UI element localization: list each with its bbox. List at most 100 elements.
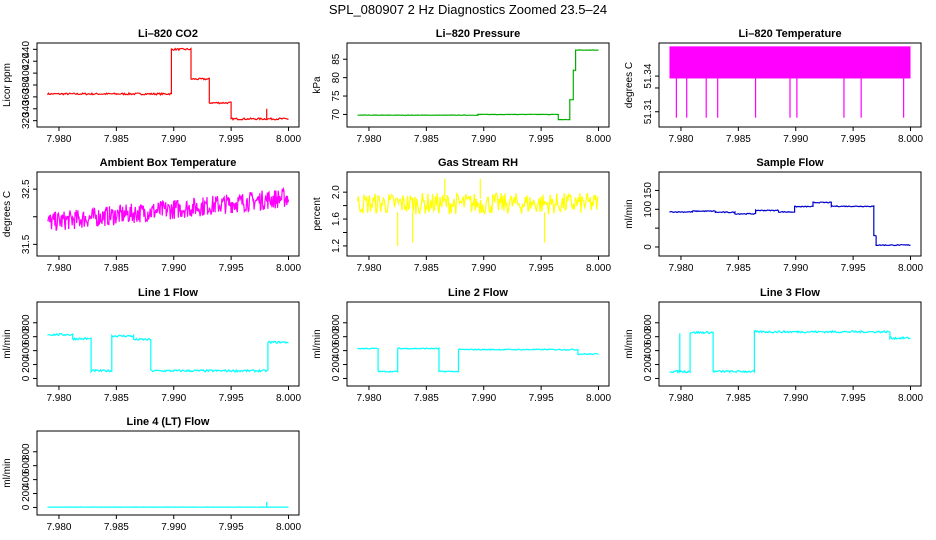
series-line [357, 346, 599, 373]
x-tick-label: 7.990 [783, 134, 808, 145]
chart-title: Li–820 Pressure [436, 28, 520, 40]
y-tick-label: 400 [643, 342, 654, 359]
x-tick-label: 8.000 [898, 393, 923, 404]
y-tick-label: 200 [643, 356, 654, 373]
y-axis-label: Licor ppm [2, 63, 13, 107]
x-tick-label: 7.980 [356, 263, 381, 274]
y-tick-label: 0 [331, 375, 342, 381]
x-tick-label: 7.995 [529, 393, 554, 404]
x-tick-label: 8.000 [586, 134, 611, 145]
y-tick-label: 85 [331, 53, 342, 65]
x-tick-label: 8.000 [898, 263, 923, 274]
y-tick-label: 80 [331, 72, 342, 84]
chart-panel-1: Li–820 CO2 Licor ppm 320340360380400420440… [2, 28, 301, 145]
y-tick-label: 32.5 [21, 179, 32, 199]
chart-title: Li–820 Temperature [738, 28, 841, 40]
y-tick-label: 100 [643, 201, 654, 218]
x-tick-label: 7.980 [668, 134, 693, 145]
y-tick-label: 360 [21, 88, 32, 105]
figure-title: SPL_080907 2 Hz Diagnostics Zoomed 23.5–… [328, 2, 608, 17]
y-tick-label: 380 [21, 76, 32, 93]
y-tick-label: 70 [331, 108, 342, 120]
x-tick-label: 7.980 [46, 522, 71, 533]
series-line [669, 329, 911, 374]
x-tick-label: 7.995 [841, 393, 866, 404]
x-tick-label: 7.995 [841, 134, 866, 145]
x-tick-label: 7.985 [414, 134, 439, 145]
x-tick-label: 7.985 [414, 263, 439, 274]
y-tick-label: 600 [331, 328, 342, 345]
y-tick-label: 200 [21, 485, 32, 502]
x-tick-label: 7.985 [104, 393, 129, 404]
y-tick-label: 1.6 [331, 212, 342, 226]
y-axis-label: percent [312, 197, 323, 231]
y-axis-label: ml/min [2, 458, 13, 487]
chart-title: Li–820 CO2 [138, 28, 198, 40]
x-tick-label: 7.985 [726, 263, 751, 274]
y-tick-label: 0 [643, 375, 654, 381]
y-tick-label: 400 [331, 342, 342, 359]
series-line [47, 332, 289, 374]
x-tick-label: 8.000 [898, 134, 923, 145]
x-tick-label: 7.995 [219, 134, 244, 145]
chart-panel-2: Li–820 Pressure kPa 70 75 80 85 7.980 7.985 7.99… [312, 28, 611, 145]
x-tick-label: 7.995 [529, 263, 554, 274]
series-line [46, 47, 289, 121]
series-line [356, 191, 600, 215]
x-tick-label: 7.980 [46, 393, 71, 404]
y-tick-label: 150 [643, 182, 654, 199]
x-tick-label: 7.985 [104, 522, 129, 533]
x-tick-label: 7.980 [356, 134, 381, 145]
x-tick-label: 7.980 [668, 393, 693, 404]
x-tick-label: 7.990 [783, 393, 808, 404]
chart-panel-5: Gas Stream RH percent 1.2 1.6 2.0 7.980 7.985 7… [312, 157, 611, 274]
y-tick-label: 800 [643, 314, 654, 331]
x-tick-label: 7.980 [46, 134, 71, 145]
y-tick-label: 400 [21, 342, 32, 359]
x-tick-label: 7.985 [414, 393, 439, 404]
y-axis-label: ml/min [624, 329, 635, 358]
data-band [669, 46, 911, 79]
x-tick-label: 7.990 [471, 134, 496, 145]
plot-frame [36, 171, 300, 257]
chart-title: Ambient Box Temperature [100, 157, 237, 169]
y-tick-label: 51.34 [643, 63, 654, 88]
x-tick-label: 7.990 [161, 134, 186, 145]
plot-frame [658, 301, 922, 387]
x-tick-label: 7.985 [104, 263, 129, 274]
y-axis-label: ml/min [2, 329, 13, 358]
plot-frame [658, 42, 922, 128]
chart-panel-6: Sample Flow ml/min 0 100 150 7.980 7.985 7.990 7… [624, 157, 923, 274]
x-tick-label: 7.980 [46, 263, 71, 274]
plot-frame [36, 42, 300, 128]
x-tick-label: 7.980 [668, 263, 693, 274]
x-tick-label: 8.000 [586, 263, 611, 274]
y-tick-label: 600 [21, 457, 32, 474]
y-tick-label: 400 [21, 64, 32, 81]
x-tick-label: 7.990 [471, 263, 496, 274]
x-tick-label: 8.000 [276, 134, 301, 145]
x-tick-label: 7.990 [161, 522, 186, 533]
y-tick-label: 200 [331, 356, 342, 373]
y-tick-label: 31.5 [21, 234, 32, 254]
x-tick-label: 7.985 [104, 134, 129, 145]
chart-panel-4: Ambient Box Temperature degrees C 31.5 32.5… [2, 157, 301, 274]
y-tick-label: 1.2 [331, 239, 342, 253]
plot-frame [36, 430, 300, 516]
x-tick-label: 7.990 [161, 393, 186, 404]
y-tick-label: 800 [21, 443, 32, 460]
y-tick-label: 800 [331, 314, 342, 331]
chart-title: Sample Flow [756, 157, 824, 169]
plot-frame [346, 171, 610, 257]
y-tick-label: 420 [21, 52, 32, 69]
series-line [47, 186, 290, 231]
y-tick-label: 0 [21, 504, 32, 510]
chart-title: Gas Stream RH [438, 157, 518, 169]
x-tick-label: 7.980 [356, 393, 381, 404]
y-tick-label: 340 [21, 100, 32, 117]
x-tick-label: 7.990 [161, 263, 186, 274]
